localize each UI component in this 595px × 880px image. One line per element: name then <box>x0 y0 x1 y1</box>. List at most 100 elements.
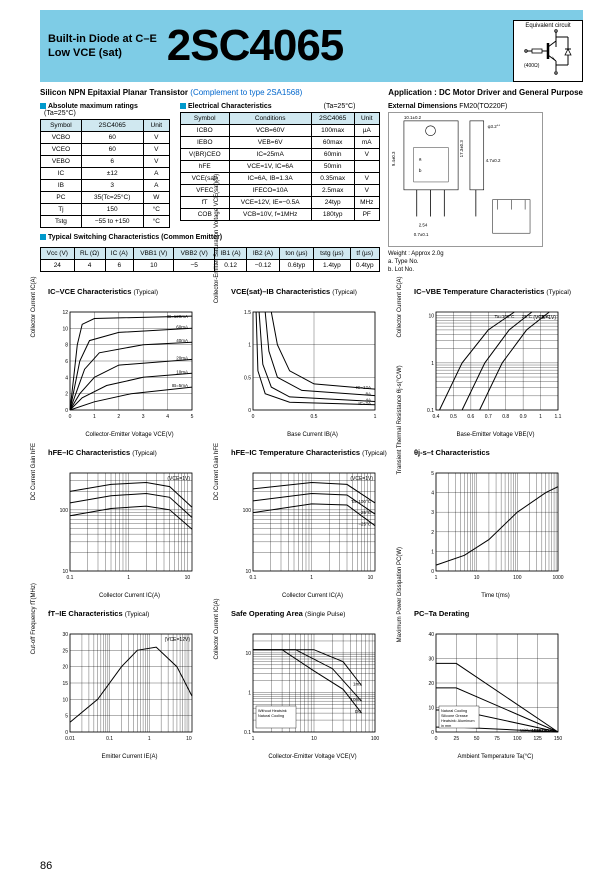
cell: 100max <box>311 125 354 137</box>
x-axis-label: Collector Current IC(A) <box>48 593 211 599</box>
svg-text:12: 12 <box>62 310 68 316</box>
svg-text:0.8: 0.8 <box>502 414 509 420</box>
cell: 60min <box>311 149 354 161</box>
svg-text:10: 10 <box>368 575 374 581</box>
svg-text:Natural Cooling: Natural Cooling <box>258 714 284 718</box>
cell: 35(Tc=25°C) <box>81 192 143 204</box>
svg-text:0.1: 0.1 <box>244 730 251 736</box>
svg-text:1: 1 <box>374 414 377 420</box>
svg-text:20: 20 <box>62 665 68 671</box>
svg-text:25°C: 25°C <box>361 510 372 515</box>
part-number: 2SC4065 <box>167 21 343 71</box>
svg-text:10: 10 <box>428 314 434 320</box>
svg-text:75: 75 <box>494 736 500 742</box>
cell: VCEO <box>41 144 82 156</box>
svg-text:25: 25 <box>62 648 68 654</box>
svg-text:60mA: 60mA <box>176 324 188 329</box>
svg-text:5: 5 <box>65 714 68 720</box>
svg-text:0: 0 <box>431 730 434 736</box>
svg-text:10mA: 10mA <box>176 369 188 374</box>
svg-text:0: 0 <box>431 569 434 575</box>
svg-text:0.5: 0.5 <box>450 414 457 420</box>
chart-title: fT–IE Characteristics (Typical) <box>48 609 211 618</box>
svg-text:in mm: in mm <box>441 724 451 728</box>
elec-title: Electrical Characteristics (Ta=25°C) <box>180 103 380 110</box>
cell: 50min <box>311 161 354 173</box>
y-axis-label: Collector Current IC(A) <box>397 276 403 337</box>
cell: 24 <box>41 260 75 272</box>
svg-text:5: 5 <box>191 414 194 420</box>
svg-text:0.1: 0.1 <box>427 408 434 414</box>
cell: VCE=12V, IE=−0.5A <box>229 197 311 209</box>
svg-text:4.7±0.2: 4.7±0.2 <box>486 158 501 163</box>
cell: Tj <box>41 204 82 216</box>
abs-max-table: Symbol2SC4065UnitVCBO60VVCEO60VVEBO6VIC±… <box>40 119 170 228</box>
cell: 3 <box>81 180 143 192</box>
svg-text:20mA: 20mA <box>176 355 188 360</box>
svg-text:IB=120mA: IB=120mA <box>167 314 188 319</box>
svg-text:3: 3 <box>142 414 145 420</box>
y-axis-label: DC Current Gain hFE <box>31 443 37 500</box>
y-axis-label: Collector Current IC(A) <box>31 276 37 337</box>
cell: 60 <box>81 144 143 156</box>
cell: V <box>143 132 169 144</box>
svg-text:−25°C: −25°C <box>358 522 371 527</box>
svg-text:10: 10 <box>186 736 192 742</box>
cell: IEBO <box>181 137 230 149</box>
col-header: tf (µs) <box>350 248 379 260</box>
svg-text:Silicone Grease: Silicone Grease <box>441 714 468 718</box>
cell: VEBO <box>41 156 82 168</box>
svg-text:10: 10 <box>62 697 68 703</box>
cell: V <box>354 173 379 185</box>
svg-text:0.1: 0.1 <box>106 736 113 742</box>
chart-title: hFE–IC Temperature Characteristics (Typi… <box>231 448 394 457</box>
cell: ICBO <box>181 125 230 137</box>
cell: 180typ <box>311 209 354 221</box>
cell: 10 <box>134 260 174 272</box>
abs-max-block: Absolute maximum ratings (Ta=25°C) Symbo… <box>40 103 172 228</box>
svg-text:50: 50 <box>474 736 480 742</box>
cell: 60 <box>81 132 143 144</box>
x-axis-label: Emitter Current IE(A) <box>48 754 211 760</box>
chart-svg: 0255075100125150010203040150×150×2100×10… <box>414 622 564 752</box>
chart-title: IC–VCE Characteristics (Typical) <box>48 287 211 296</box>
cell: 6 <box>105 260 133 272</box>
svg-text:0: 0 <box>69 414 72 420</box>
svg-text:10: 10 <box>185 575 191 581</box>
chart-svg: 1101000.11101ms10msDCWithout HeatsinkNat… <box>231 622 381 752</box>
svg-text:10: 10 <box>245 569 251 575</box>
svg-text:30: 30 <box>62 632 68 638</box>
main-tables-row: Absolute maximum ratings (Ta=25°C) Symbo… <box>40 103 583 273</box>
svg-text:2.54: 2.54 <box>419 222 428 227</box>
svg-text:6: 6 <box>65 359 68 365</box>
pkg-note-a: a. Type No. <box>388 259 543 265</box>
svg-text:(VCE=1V): (VCE=1V) <box>350 476 373 482</box>
svg-text:9.4±0.3: 9.4±0.3 <box>391 151 396 166</box>
chart-svg: 0.111010100Ta=100°C25°C−25°C(VCE=1V) <box>231 461 381 591</box>
cell: °C <box>143 216 169 228</box>
pkg-note-b: b. Lot No. <box>388 267 543 273</box>
svg-text:100: 100 <box>371 736 380 742</box>
svg-text:10: 10 <box>62 326 68 332</box>
svg-text:Without Heatsink: Without Heatsink <box>520 728 555 733</box>
svg-text:1ms: 1ms <box>353 681 362 686</box>
application-label: Application : DC Motor Driver and Genera… <box>388 88 583 97</box>
ext-dim-title: External Dimensions FM20(TO220F) <box>388 103 543 110</box>
cell: 0.6typ <box>279 260 314 272</box>
svg-text:100: 100 <box>60 508 69 514</box>
x-axis-label: Collector-Emitter Voltage VCE(V) <box>231 754 394 760</box>
header-line2: Low VCE (sat) <box>48 47 122 59</box>
svg-text:0.1: 0.1 <box>67 575 74 581</box>
switch-title: Typical Switching Characteristics (Commo… <box>40 234 380 241</box>
chart-svg: 1101001000012345 <box>414 461 564 591</box>
cell: IC=25mA <box>229 149 311 161</box>
chart-plot: DC Current Gain hFE 0.111010100Ta=100°C2… <box>231 461 381 591</box>
header-subtitle: Built-in Diode at C–E Low VCE (sat) <box>48 32 157 61</box>
cell: W <box>143 192 169 204</box>
col-header: Conditions <box>229 113 311 125</box>
svg-text:1000: 1000 <box>552 575 563 581</box>
col-header: Unit <box>354 113 379 125</box>
svg-text:125: 125 <box>533 736 542 742</box>
svg-text:(VCE=1V): (VCE=1V) <box>533 315 556 321</box>
svg-text:0.7±0.1: 0.7±0.1 <box>414 232 429 237</box>
